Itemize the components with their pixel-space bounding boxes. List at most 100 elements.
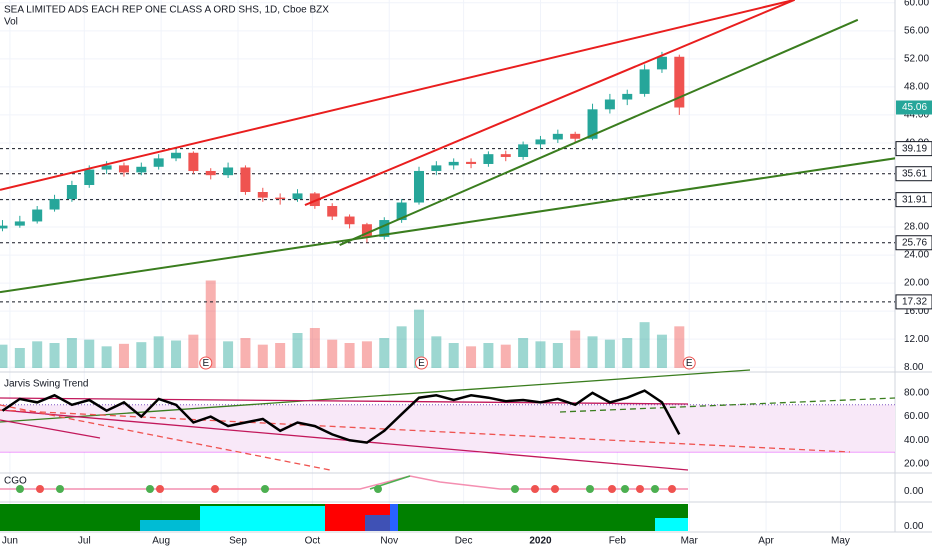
candle-body bbox=[674, 56, 685, 108]
level-label: 39.19 bbox=[902, 143, 927, 154]
x-tick-label: Oct bbox=[305, 536, 321, 547]
volume-bar bbox=[431, 336, 442, 368]
level-label: 17.32 bbox=[902, 297, 927, 308]
candle-body bbox=[32, 209, 43, 222]
volume-bar bbox=[570, 330, 581, 368]
event-marker bbox=[414, 356, 428, 370]
y-tick-label: 20.00 bbox=[904, 278, 929, 289]
candle-body bbox=[656, 56, 667, 70]
volume-bar bbox=[0, 344, 8, 368]
volume-bar bbox=[552, 343, 563, 368]
candle-body bbox=[535, 139, 546, 145]
volume-bar bbox=[327, 339, 338, 368]
volume-bar bbox=[188, 334, 199, 368]
cgo-dots-red bbox=[36, 485, 676, 493]
jarvis-trendline bbox=[0, 369, 751, 423]
volume-bar bbox=[32, 341, 43, 368]
candle-body bbox=[396, 202, 407, 221]
volume-bar bbox=[518, 338, 529, 368]
candle-body bbox=[639, 69, 650, 94]
candle-body bbox=[552, 133, 563, 140]
volume-bar bbox=[639, 322, 650, 368]
level-label: 35.61 bbox=[902, 168, 927, 179]
candle-body bbox=[14, 221, 25, 226]
cgo-line bbox=[0, 475, 688, 490]
candle-body bbox=[118, 165, 129, 173]
last-price-label: 45.06 bbox=[902, 102, 927, 113]
event-marker bbox=[682, 356, 696, 370]
candle-body bbox=[292, 193, 303, 200]
candle-body bbox=[518, 144, 529, 157]
pane-title: Jarvis Swing Trend bbox=[4, 379, 88, 390]
last-price-box bbox=[896, 100, 932, 115]
band bbox=[0, 404, 895, 453]
candle-body bbox=[570, 133, 581, 139]
candle-body bbox=[0, 225, 8, 229]
candle-body bbox=[84, 169, 95, 185]
candle-body bbox=[587, 109, 598, 139]
volume-bar bbox=[223, 341, 234, 368]
candle-body bbox=[275, 197, 286, 200]
y-tick-label: 20.00 bbox=[904, 459, 929, 470]
volume-bar bbox=[604, 339, 615, 368]
candle-body bbox=[622, 93, 633, 100]
candle-body bbox=[240, 167, 251, 193]
cgo-plot bbox=[0, 475, 688, 493]
volume-bar bbox=[101, 346, 112, 368]
y-tick-label: 12.00 bbox=[904, 334, 929, 345]
trendlines bbox=[0, 0, 895, 294]
volume-bar bbox=[500, 344, 511, 368]
volume-bar bbox=[483, 343, 494, 368]
y-tick-label: 60.00 bbox=[904, 0, 929, 8]
candle-body bbox=[66, 185, 77, 200]
volume-bar bbox=[136, 342, 147, 368]
candle-body bbox=[101, 165, 112, 170]
volume-bar bbox=[66, 338, 77, 368]
volume-bar bbox=[292, 333, 303, 368]
volume-bar bbox=[205, 280, 216, 368]
volume-bar bbox=[622, 338, 633, 368]
cgo-dots bbox=[16, 485, 659, 493]
x-tick-label: 2020 bbox=[529, 536, 552, 547]
level-label-box bbox=[895, 166, 932, 182]
candles bbox=[0, 51, 685, 243]
x-tick-label: May bbox=[831, 536, 850, 547]
volume-bar bbox=[656, 334, 667, 368]
x-tick-label: Sep bbox=[229, 536, 247, 547]
jarvis-trendline bbox=[0, 409, 689, 471]
event-marker bbox=[199, 356, 213, 370]
level-label-box bbox=[895, 141, 932, 157]
trendline bbox=[304, 0, 795, 206]
candle-body bbox=[171, 152, 182, 159]
volume-bar bbox=[361, 341, 372, 368]
x-tick-label: Dec bbox=[455, 536, 473, 547]
y-tick-label: 16.00 bbox=[904, 306, 929, 317]
candle-body bbox=[327, 206, 338, 217]
grid bbox=[0, 0, 895, 532]
chart-title: SEA LIMITED ADS EACH REP ONE CLASS A ORD… bbox=[4, 5, 329, 16]
volume-bar bbox=[171, 340, 182, 368]
volume-bar bbox=[587, 336, 598, 368]
jarvis-trendline bbox=[559, 397, 896, 413]
y-tick-label: 44.00 bbox=[904, 110, 929, 121]
volume-bar bbox=[275, 343, 286, 368]
x-tick-label: Jul bbox=[78, 536, 91, 547]
volume-bar bbox=[413, 309, 424, 368]
candle-body bbox=[413, 170, 424, 203]
level-label-box bbox=[895, 192, 932, 208]
pane-title: CGO bbox=[4, 476, 27, 487]
y-tick-label: 60.00 bbox=[904, 411, 929, 422]
volume-bar bbox=[396, 326, 407, 368]
candle-body bbox=[205, 170, 216, 176]
y-tick-label: 0.00 bbox=[904, 486, 924, 497]
candle-body bbox=[500, 154, 511, 157]
event-label: E bbox=[686, 358, 693, 369]
jarvis-trendline bbox=[0, 404, 331, 471]
volume-bar bbox=[118, 343, 129, 368]
candle-body bbox=[604, 99, 615, 110]
level-label: 25.76 bbox=[902, 237, 927, 248]
level-label: 31.91 bbox=[902, 194, 927, 205]
x-tick-label: Jun bbox=[2, 536, 18, 547]
volume-bar bbox=[240, 338, 251, 368]
x-tick-label: Nov bbox=[380, 536, 398, 547]
